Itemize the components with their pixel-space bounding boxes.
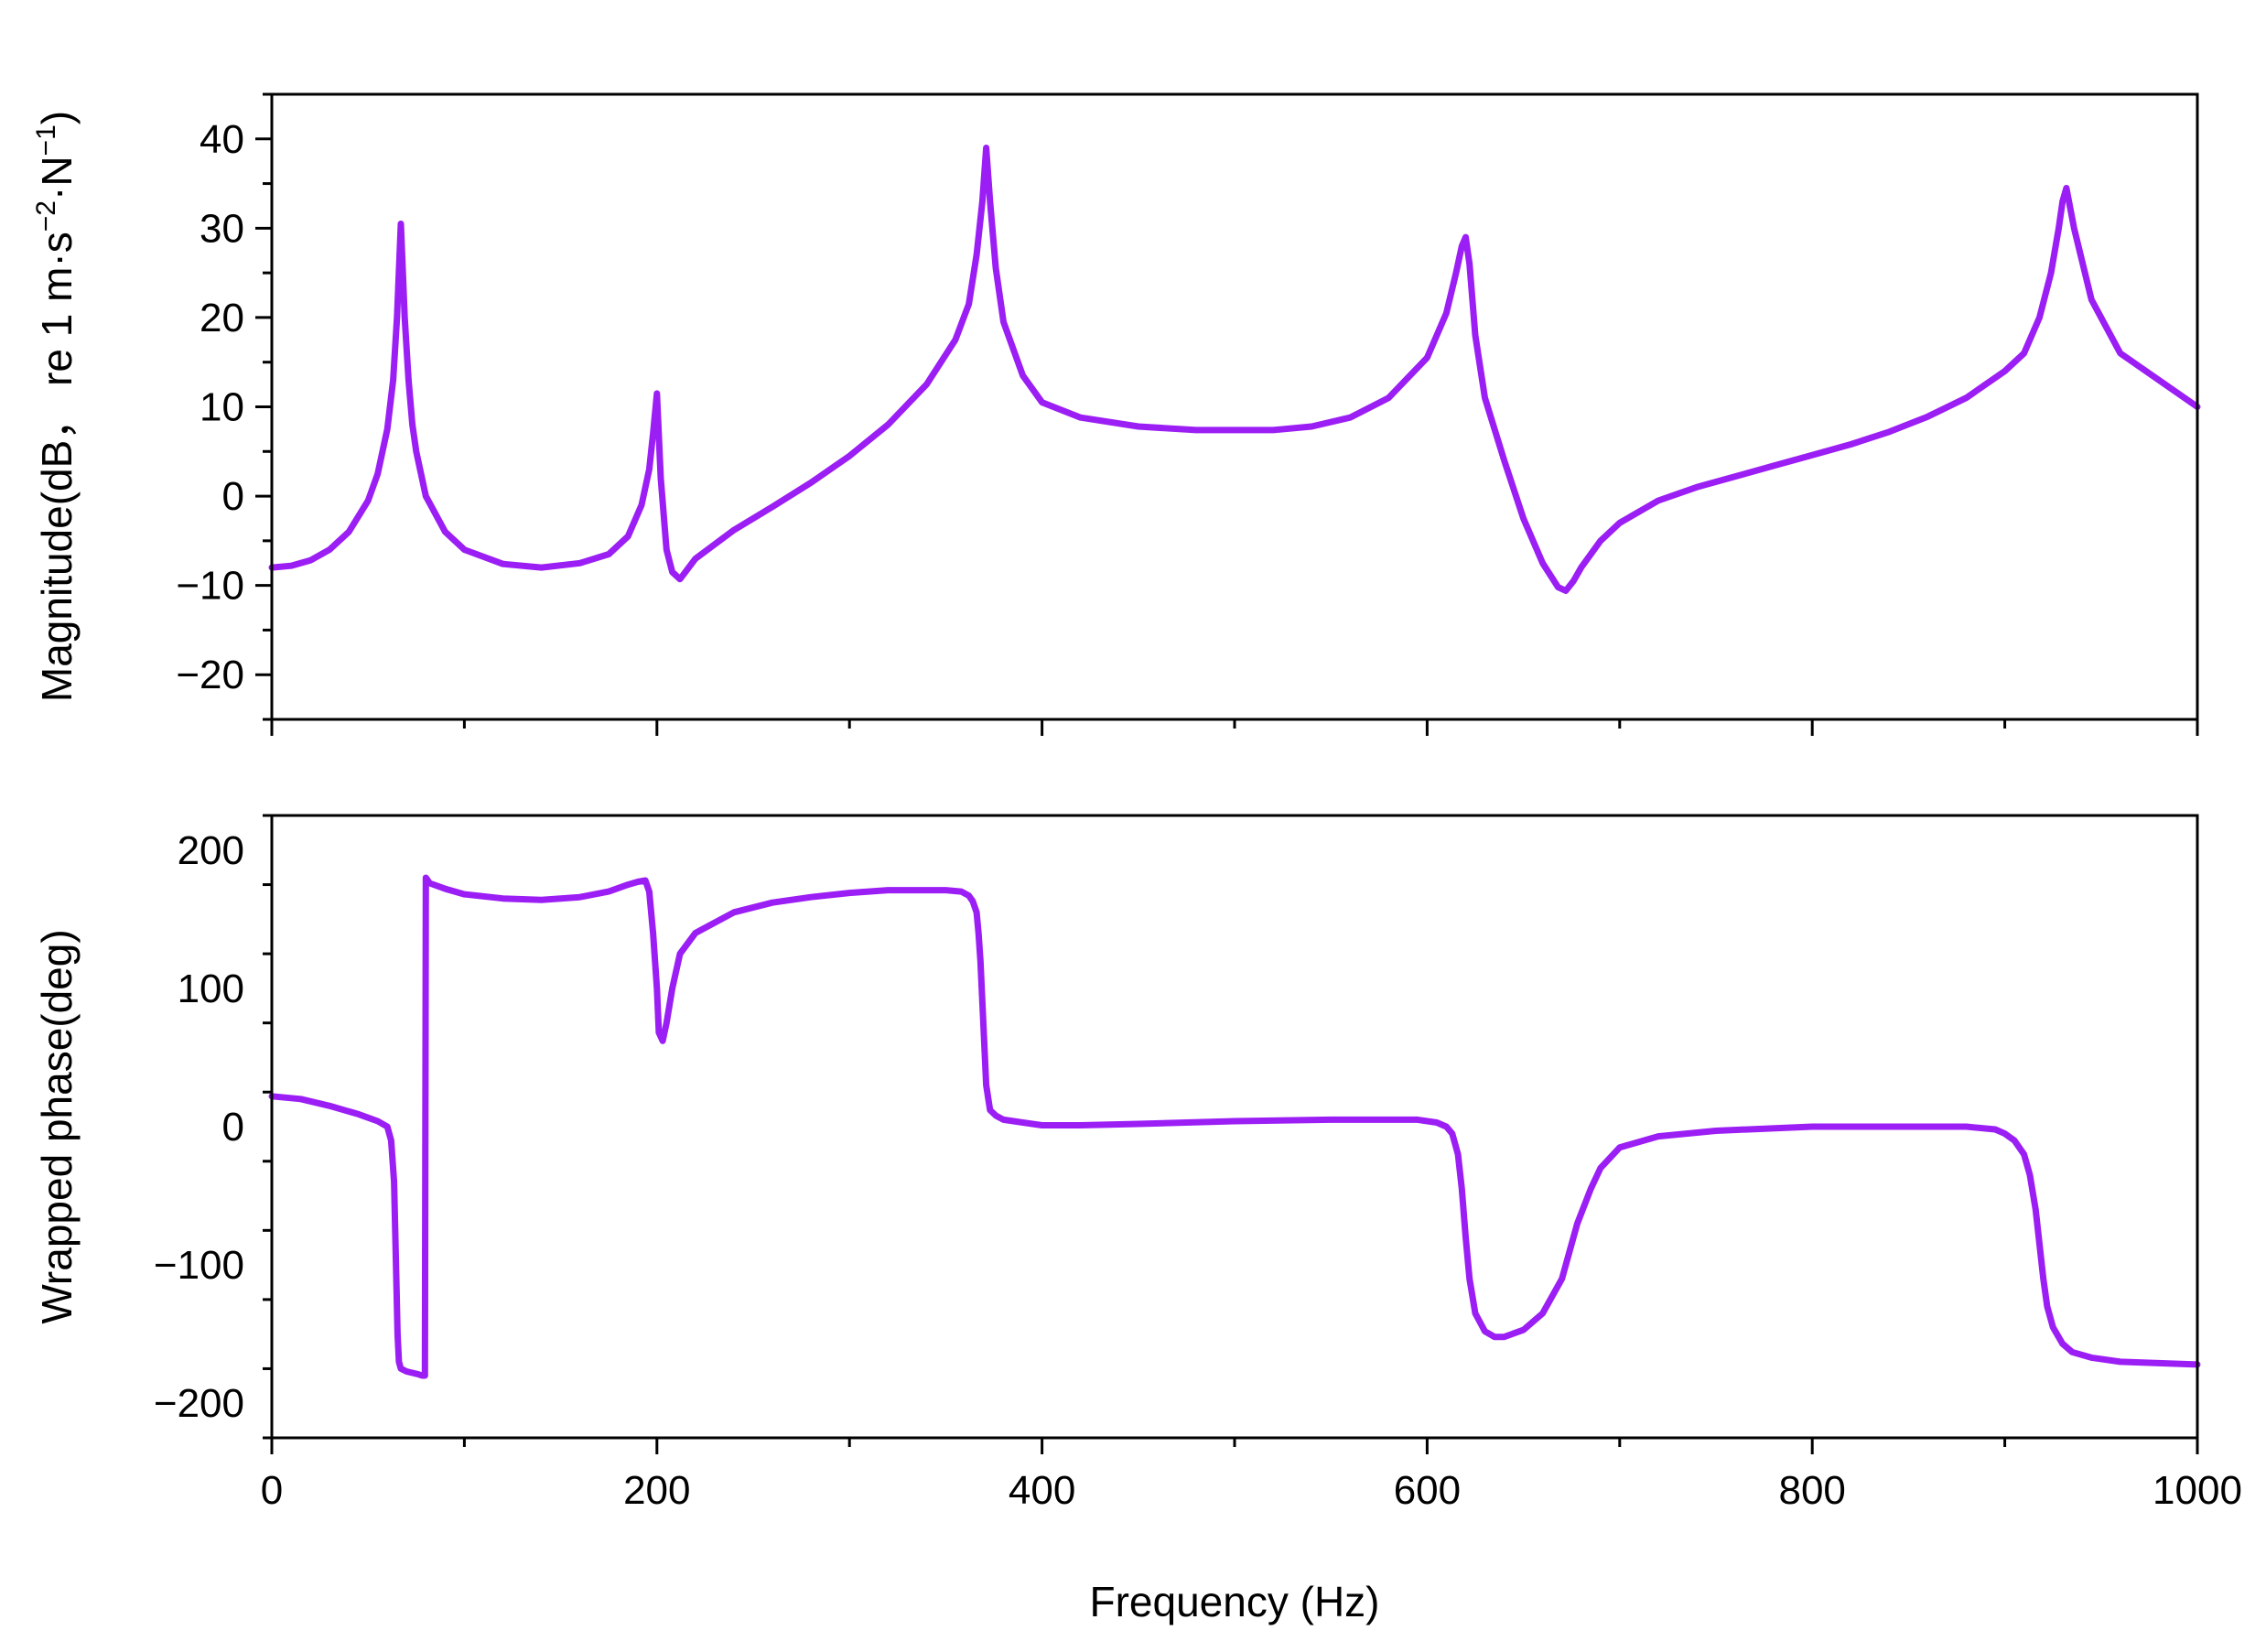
phase-y-ticks: −200 −100 0 100 200: [154, 814, 272, 1440]
y-tick-label: 10: [200, 385, 244, 430]
phase-panel: −200 −100 0 100 200 0 200 400 600 800 1000 Wrappe…: [33, 814, 2242, 1625]
magnitude-plot-frame: [270, 92, 2199, 721]
x-tick-label: 1000: [2153, 1468, 2242, 1513]
y-tick-label: 40: [200, 117, 244, 162]
y-tick-label: 200: [178, 828, 244, 873]
magnitude-y-title-sup1: −2: [31, 200, 61, 232]
phase-x-ticks: 0 200 400 600 800 1000: [261, 1438, 2242, 1513]
magnitude-y-title-sup2: −1: [31, 124, 61, 156]
magnitude-y-title-main: Magnitude(dB， re 1 m·s: [33, 232, 81, 702]
magnitude-y-axis-title: Magnitude(dB， re 1 m·s−2·N−1): [31, 111, 81, 702]
phase-plot-frame: [270, 814, 2199, 1440]
x-tick-label: 800: [1778, 1468, 1845, 1513]
x-tick-label: 200: [623, 1468, 690, 1513]
x-axis-title: Frequency (Hz): [1090, 1578, 1380, 1625]
y-tick-label: −100: [154, 1243, 244, 1288]
x-tick-label: 600: [1394, 1468, 1461, 1513]
y-tick-label: 20: [200, 296, 244, 340]
magnitude-x-ticks: [270, 719, 2199, 736]
y-tick-label: −10: [176, 564, 244, 609]
y-tick-label: 30: [200, 206, 244, 251]
y-tick-label: −20: [176, 653, 244, 697]
y-tick-label: 0: [222, 474, 244, 519]
magnitude-y-title-end: ): [33, 111, 81, 124]
y-tick-label: 0: [222, 1105, 244, 1150]
magnitude-curve: [268, 145, 2201, 594]
y-tick-label: −200: [154, 1381, 244, 1426]
magnitude-y-title-mid: ·N: [33, 156, 81, 200]
x-tick-label: 0: [261, 1468, 283, 1513]
phase-curve: [268, 874, 2201, 1379]
phase-y-axis-title: Wrapped phase(deg): [33, 929, 81, 1323]
x-tick-label: 400: [1009, 1468, 1075, 1513]
y-tick-label: 100: [178, 966, 244, 1011]
magnitude-y-ticks: −20 −10 0 10 20 30 40: [176, 92, 272, 721]
